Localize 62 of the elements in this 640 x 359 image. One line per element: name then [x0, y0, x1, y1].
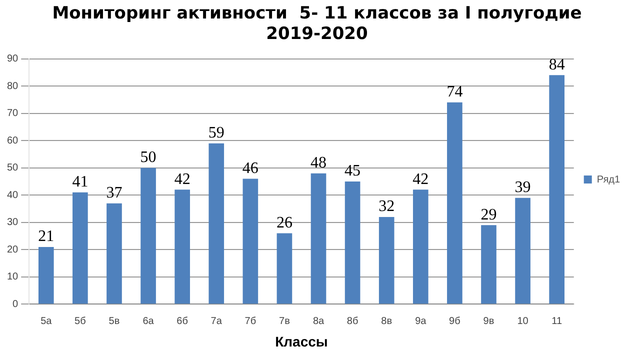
data-label: 46 — [242, 160, 258, 177]
data-label: 59 — [208, 124, 224, 142]
data-label: 39 — [514, 179, 531, 196]
x-tick-label: 6б — [176, 316, 188, 327]
data-label: 74 — [446, 84, 463, 101]
text: 2019-2020 — [266, 24, 368, 44]
data-label: 42 — [412, 170, 429, 188]
x-tick-label: 8б — [346, 316, 358, 327]
x-tick-label: 9б — [449, 316, 461, 327]
data-label: 26 — [276, 214, 292, 232]
data-label: 41 — [72, 174, 88, 191]
bar — [276, 233, 292, 304]
y-tick-label: 40 — [7, 190, 19, 201]
data-label: 50 — [140, 149, 156, 166]
data-label: 37 — [106, 184, 122, 202]
x-tick-label: 7б — [244, 316, 256, 327]
data-label: 45 — [344, 162, 361, 180]
y-tick-label: 60 — [7, 135, 19, 146]
bar — [481, 225, 496, 304]
data-label: 48 — [310, 154, 327, 172]
data-label: 42 — [174, 170, 190, 188]
bar — [412, 190, 428, 304]
x-tick-label: 8в — [381, 316, 392, 327]
bar — [140, 168, 156, 304]
y-tick-label: 30 — [7, 217, 19, 228]
bar — [549, 75, 564, 304]
x-tick-label: 5б — [74, 316, 86, 327]
y-tick-label: 10 — [7, 272, 19, 283]
y-tick-label: 90 — [7, 54, 19, 65]
bar — [515, 198, 530, 304]
x-tick-label: 10 — [517, 316, 529, 327]
bar — [310, 173, 326, 304]
bar — [174, 190, 190, 304]
bar — [38, 246, 54, 304]
bar — [344, 182, 360, 304]
x-tick-label: 9в — [483, 316, 494, 327]
x-tick-label: 7а — [210, 316, 222, 327]
bar — [242, 178, 258, 304]
y-tick-label: 70 — [7, 108, 19, 120]
x-tick-label: 5в — [108, 316, 120, 327]
bar — [106, 203, 122, 304]
text: Мониторинг активности 5- 11 классов за I полугодие — [52, 4, 582, 24]
x-tick-label: 5а — [40, 316, 52, 327]
data-label: 29 — [480, 206, 497, 224]
x-tick-label: 8а — [312, 316, 325, 327]
bar — [447, 102, 462, 304]
x-tick-label: 7в — [279, 316, 290, 327]
legend-label: Ряд1 — [596, 174, 620, 186]
data-label: 84 — [548, 56, 565, 74]
bar — [72, 192, 88, 304]
y-tick-label: 50 — [7, 162, 19, 174]
bar — [208, 143, 224, 304]
data-label: 32 — [378, 198, 395, 216]
x-tick-label: 6а — [142, 316, 154, 327]
y-tick-label: 20 — [7, 244, 19, 256]
y-tick-label: 0 — [12, 298, 19, 310]
x-tick-label: 9а — [415, 316, 427, 327]
x-axis-title: Классы — [275, 333, 328, 350]
bar — [378, 216, 394, 304]
y-tick-label: 80 — [7, 80, 19, 92]
data-label: 21 — [38, 228, 54, 246]
x-tick-label: 11 — [552, 316, 562, 327]
